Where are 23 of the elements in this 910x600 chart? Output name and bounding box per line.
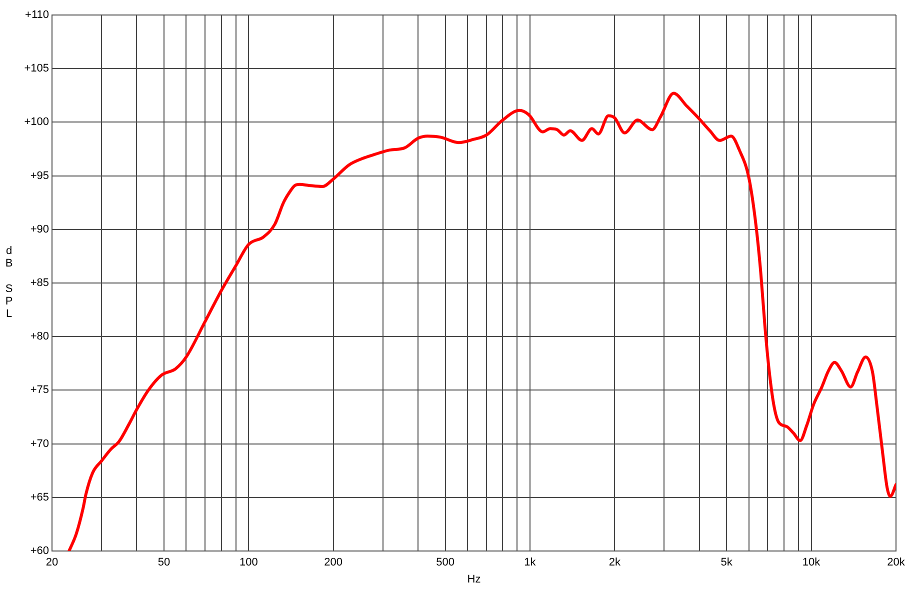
y-tick-label: +85 [30, 277, 49, 290]
x-tick-label: 500 [436, 556, 454, 569]
x-tick-label: 1k [524, 556, 536, 569]
y-tick-label: +100 [24, 116, 49, 128]
y-axis-title: dB SPL [3, 245, 15, 321]
y-tick-label: +60 [30, 545, 49, 558]
x-tick-label: 10k [802, 556, 821, 569]
x-tick-label: 2k [608, 556, 621, 569]
x-tick-label: 20 [46, 556, 58, 569]
x-tick-label: 20k [887, 556, 906, 569]
y-tick-label: +90 [30, 223, 49, 236]
x-tick-label: 50 [158, 556, 170, 569]
y-tick-label: +105 [24, 62, 49, 75]
y-tick-label: +65 [30, 491, 49, 504]
y-tick-label: +75 [30, 384, 49, 396]
y-tick-label: +80 [30, 330, 49, 343]
x-tick-label: 200 [324, 556, 343, 569]
y-tick-label: +95 [30, 170, 49, 182]
x-axis-title: Hz [467, 573, 481, 586]
y-tick-label: +70 [30, 438, 49, 450]
x-tick-label: 100 [239, 556, 258, 569]
x-tick-label: 5k [720, 556, 733, 569]
y-tick-label: +110 [25, 9, 49, 22]
